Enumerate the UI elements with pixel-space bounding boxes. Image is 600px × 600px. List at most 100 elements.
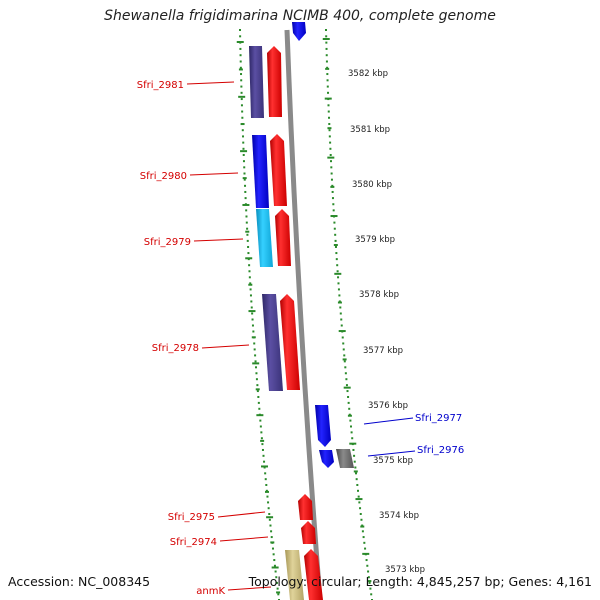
gene-label-anmk[interactable]: anmK bbox=[196, 586, 225, 597]
ring-dot bbox=[330, 160, 333, 163]
ring-dot bbox=[261, 448, 264, 451]
ring-dot bbox=[251, 324, 254, 327]
ring-dot bbox=[348, 407, 351, 410]
gene-labels: Sfri_2981 Sfri_2980 Sfri_2979 Sfri_2978 … bbox=[137, 80, 464, 597]
ring-dot bbox=[253, 342, 256, 345]
ring-dot bbox=[273, 564, 276, 567]
ring-dot bbox=[270, 530, 273, 533]
ring-dot bbox=[334, 245, 337, 248]
ring-dot bbox=[245, 215, 248, 218]
gene-label-sfri-2980[interactable]: Sfri_2980 bbox=[140, 171, 187, 182]
ring-dot bbox=[240, 79, 243, 82]
map-title: Shewanella frigidimarina NCIMB 400, comp… bbox=[104, 8, 496, 24]
ring-dot bbox=[337, 276, 340, 279]
gene-label-sfri-2974[interactable]: Sfri_2974 bbox=[170, 537, 217, 548]
ring-dot bbox=[260, 437, 263, 440]
ring-dot bbox=[336, 264, 339, 267]
ring-dot bbox=[353, 460, 356, 463]
gene-sfri-2978-navy[interactable] bbox=[262, 294, 283, 391]
gene-anmk-red[interactable] bbox=[304, 549, 323, 600]
ring-dot bbox=[349, 419, 352, 422]
gene-anmk-khaki[interactable] bbox=[285, 550, 304, 600]
gene-sfri-2976-blue[interactable] bbox=[319, 450, 334, 468]
gene-label-sfri-2975[interactable]: Sfri_2975 bbox=[168, 512, 215, 523]
ring-dot bbox=[244, 197, 247, 200]
ring-dot bbox=[255, 378, 258, 381]
ring-dot bbox=[326, 85, 329, 88]
ring-dot bbox=[242, 153, 245, 156]
ring-dot bbox=[351, 437, 354, 440]
gene-label-sfri-2977[interactable]: Sfri_2977 bbox=[415, 413, 462, 424]
ring-dot bbox=[365, 559, 368, 562]
ring-dot bbox=[353, 454, 356, 457]
ring-dot bbox=[271, 547, 274, 550]
scale-label-3576: 3576 kbp bbox=[368, 401, 408, 411]
ring-dot bbox=[347, 395, 350, 398]
ring-dot bbox=[350, 431, 353, 434]
ring-dot bbox=[357, 489, 359, 492]
gene-label-sfri-2976[interactable]: Sfri_2976 bbox=[417, 445, 464, 456]
gene-sfri-2974-red[interactable] bbox=[301, 521, 316, 544]
gene-sfri-2980-blue[interactable] bbox=[252, 135, 269, 208]
ring-dot bbox=[339, 312, 342, 315]
ring-dot bbox=[367, 570, 370, 573]
ring-dot bbox=[254, 366, 257, 369]
ring-dot bbox=[268, 518, 271, 521]
ring-dot bbox=[357, 495, 360, 498]
gene-label-sfri-2979[interactable]: Sfri_2979 bbox=[144, 237, 191, 248]
gene-sfri-2975-red[interactable] bbox=[298, 494, 313, 520]
ring-dot bbox=[252, 330, 255, 333]
ring-dot bbox=[340, 318, 343, 321]
ring-dot bbox=[263, 460, 266, 463]
gene-sfri-2980-red[interactable] bbox=[270, 134, 287, 206]
ring-dot bbox=[254, 360, 257, 363]
ring-dot bbox=[251, 312, 254, 315]
ring-dot bbox=[265, 483, 268, 486]
gene-sfri-2977-blue[interactable] bbox=[315, 405, 331, 447]
ring-dot bbox=[239, 35, 242, 38]
scale-label-3582: 3582 kbp bbox=[348, 69, 388, 79]
ring-dot bbox=[260, 431, 263, 434]
gene-label-sfri-2981[interactable]: Sfri_2981 bbox=[137, 80, 184, 91]
ring-dot bbox=[366, 564, 369, 567]
scale-label-3575: 3575 kbp bbox=[373, 456, 413, 466]
ring-dot bbox=[329, 147, 332, 150]
ring-dot bbox=[248, 276, 251, 279]
ring-dot bbox=[328, 116, 331, 119]
ring-dot bbox=[270, 536, 273, 539]
ring-dot bbox=[359, 507, 362, 510]
ring-dot bbox=[264, 478, 267, 481]
ring-dot bbox=[327, 104, 330, 107]
ring-dot bbox=[242, 147, 245, 150]
ring-dot bbox=[242, 160, 245, 163]
gene-sfri-2981-red[interactable] bbox=[267, 46, 282, 117]
ring-dot bbox=[332, 203, 335, 206]
ring-dot bbox=[367, 576, 370, 579]
gene-sfri-2979-cyan[interactable] bbox=[256, 209, 273, 267]
ring-dot bbox=[341, 336, 344, 339]
gene-sfri-2981-navy[interactable] bbox=[249, 46, 264, 118]
ring-dot bbox=[329, 153, 332, 156]
gene-label-sfri-2978[interactable]: Sfri_2978 bbox=[152, 343, 199, 354]
ring-dot bbox=[274, 570, 277, 573]
gene-blue-top[interactable] bbox=[292, 22, 306, 41]
gene-sfri-2979-red[interactable] bbox=[275, 209, 291, 266]
ring-dot bbox=[249, 282, 252, 285]
ring-dot bbox=[248, 270, 251, 273]
ring-dot bbox=[239, 66, 242, 69]
scale-label-3581: 3581 kbp bbox=[350, 125, 390, 135]
ring-dot bbox=[243, 172, 246, 175]
ring-dot bbox=[326, 79, 329, 82]
ring-dot bbox=[347, 401, 350, 404]
ring-dot bbox=[241, 110, 244, 113]
ring-dot bbox=[246, 233, 249, 236]
gene-sfri-2976-gray[interactable] bbox=[336, 449, 354, 468]
gene-sfri-2978-red[interactable] bbox=[280, 294, 300, 390]
ring-dot bbox=[276, 587, 279, 590]
ring-dot bbox=[340, 324, 343, 327]
ring-dot bbox=[267, 507, 270, 510]
ring-dot bbox=[325, 54, 328, 57]
ring-dot bbox=[325, 60, 328, 63]
ring-dot bbox=[331, 197, 334, 200]
ring-dot bbox=[244, 190, 247, 193]
